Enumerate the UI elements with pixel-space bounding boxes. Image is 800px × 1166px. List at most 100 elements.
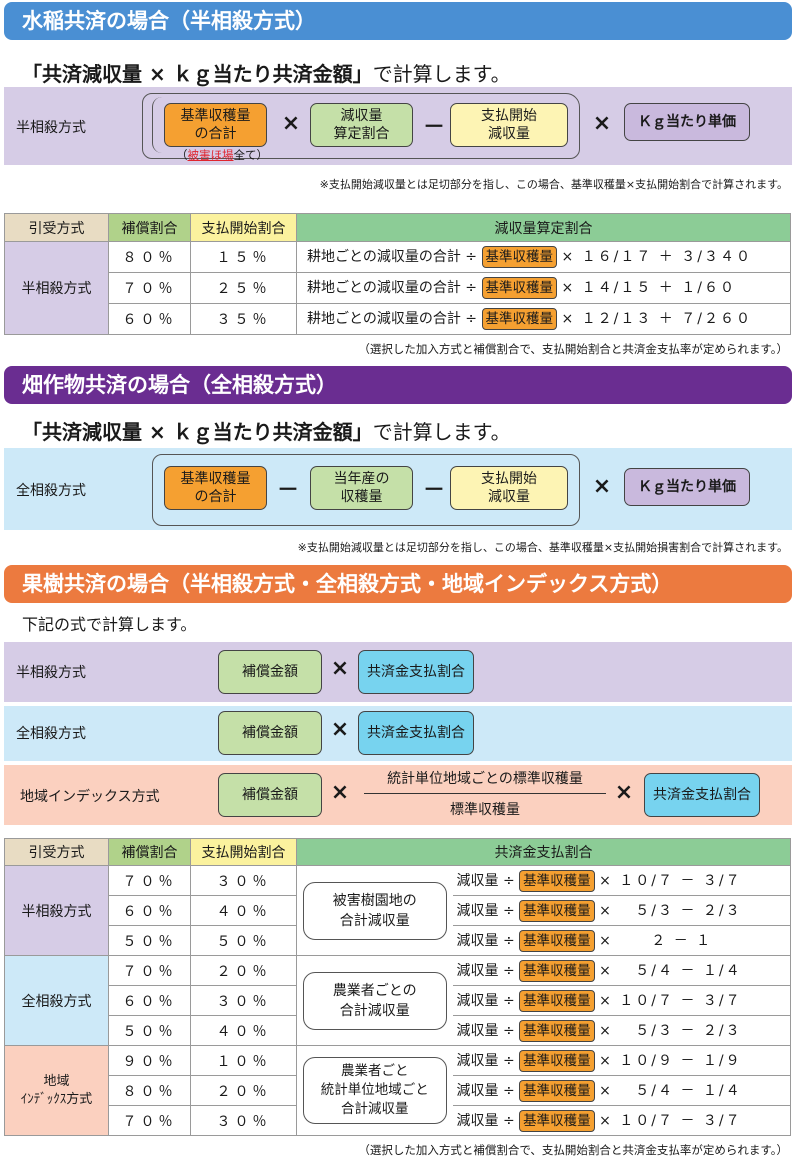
fruit-band-half-label: 半相殺方式 bbox=[16, 665, 86, 681]
fruit-method-full: 全相殺方式 bbox=[4, 955, 109, 1046]
table-row-formula: 減収量 ÷ 基準収穫量 × ２ － １ bbox=[452, 925, 791, 956]
field-minus-op-2: － bbox=[422, 478, 445, 503]
fruit-method-index: 地域 ｲﾝﾃﾞｯｸｽ方式 bbox=[4, 1045, 109, 1136]
field-minus-op-1: － bbox=[276, 478, 299, 503]
field-method-label: 全相殺方式 bbox=[16, 483, 86, 499]
table-cell: ６０％ bbox=[108, 303, 191, 335]
table-row-formula: 減収量 ÷ 基準収穫量 × １０/７ － ３/７ bbox=[452, 1105, 791, 1136]
table-cell: ３０％ bbox=[190, 1105, 297, 1136]
table-cell: ２０％ bbox=[190, 955, 297, 986]
fruit-band-half: 半相殺方式 補償金額 × 共済金支払割合 bbox=[4, 642, 792, 702]
table-cell: ７０％ bbox=[108, 1105, 191, 1136]
fruit-band-full-label: 全相殺方式 bbox=[16, 726, 86, 742]
field-formula-band: 全相殺方式 基準収穫量 の合計 － 当年産の 収穫量 － 支払開始 減収量 × … bbox=[4, 448, 792, 530]
table-cell: １０％ bbox=[190, 1045, 297, 1076]
table-cell: ３０％ bbox=[190, 985, 297, 1016]
fraction-denominator: 標準収穫量 bbox=[450, 802, 520, 818]
table-row-formula: 減収量 ÷ 基準収穫量 × ５/３ － ２/３ bbox=[452, 895, 791, 926]
fruit-desc-cell: 被害樹園地の 合計減収量 bbox=[296, 865, 453, 956]
fraction-line bbox=[364, 793, 606, 794]
table-cell: ２５％ bbox=[190, 272, 297, 304]
rice-section-header: 水稲共済の場合（半相殺方式） bbox=[4, 2, 792, 40]
rice-lead-normal: で計算します。 bbox=[372, 62, 511, 86]
rice-th-rate: 減収量算定割合 bbox=[296, 213, 791, 242]
fruit-th-rate: 共済金支払割合 bbox=[296, 838, 791, 866]
rice-table-footnote: （選択した加入方式と補償割合で、支払開始割合と共済金支払率が定められます。） bbox=[358, 342, 788, 356]
fruit-band-index-times-2: × bbox=[614, 780, 634, 805]
base-yield-tag: 基準収穫量 bbox=[481, 246, 557, 268]
table-cell: ９０％ bbox=[108, 1045, 191, 1076]
field-note: ※支払開始減収量とは足切部分を指し、この場合、基準収穫量×支払開始損害割合で計算… bbox=[297, 541, 788, 554]
base-yield-tag: 基準収穫量 bbox=[481, 308, 557, 330]
fruit-band-index-rate-box: 共済金支払割合 bbox=[644, 773, 760, 817]
rice-table: 引受方式 補償割合 支払開始割合 減収量算定割合 半相殺方式 ８０％ １５％ 耕… bbox=[4, 213, 791, 335]
fruit-desc-half: 被害樹園地の 合計減収量 bbox=[303, 881, 447, 940]
fruit-th-cover: 補償割合 bbox=[108, 838, 191, 866]
fruit-desc-index: 農業者ごと 統計単位地域ごと 合計減収量 bbox=[303, 1057, 447, 1124]
table-row-formula: 減収量 ÷ 基準収穫量 × １０/７ － ３/７ bbox=[452, 865, 791, 896]
table-cell: １５％ bbox=[190, 241, 297, 273]
rice-base-yield-note: （被害ほ場全て） bbox=[176, 148, 268, 162]
fruit-band-full: 全相殺方式 補償金額 × 共済金支払割合 bbox=[4, 706, 792, 761]
rice-price-box: Ｋｇ当たり単価 bbox=[624, 103, 750, 141]
fruit-band-index-times-1: × bbox=[330, 780, 350, 805]
fruit-table-footnote: （選択した加入方式と補償割合で、支払開始割合と共済金支払率が定められます。） bbox=[358, 1143, 788, 1157]
fraction-numerator: 統計単位地域ごとの標準収穫量 bbox=[387, 771, 583, 787]
table-cell: ７０％ bbox=[108, 955, 191, 986]
rice-note: ※支払開始減収量とは足切部分を指し、この場合、基準収穫量×支払開始割合で計算され… bbox=[319, 178, 788, 191]
fruit-desc-full: 農業者ごとの 合計減収量 bbox=[303, 971, 447, 1030]
rice-times-op-1: × bbox=[281, 111, 301, 136]
rice-start-reduction-box: 支払開始 減収量 bbox=[450, 103, 568, 147]
field-lead-normal: で計算します。 bbox=[372, 420, 511, 444]
table-cell: ３５％ bbox=[190, 303, 297, 335]
table-row-formula: 耕地ごとの減収量の合計 ÷ 基準収穫量 × １２/１３ ＋ ７/２６０ bbox=[296, 303, 791, 335]
rice-minus-op: － bbox=[422, 115, 445, 140]
rice-reduction-rate-box: 減収量 算定割合 bbox=[310, 103, 413, 147]
fruit-band-index-amount-box: 補償金額 bbox=[218, 773, 322, 817]
rice-th-cover: 補償割合 bbox=[108, 213, 191, 242]
field-start-reduction-box: 支払開始 減収量 bbox=[450, 466, 568, 510]
fruit-desc-cell: 農業者ごと 統計単位地域ごと 合計減収量 bbox=[296, 1045, 453, 1136]
field-lead-text: 「共済減収量 × ｋｇ当たり共済金額」で計算します。 bbox=[22, 416, 511, 445]
fruit-th-method: 引受方式 bbox=[4, 838, 109, 866]
table-row-formula: 減収量 ÷ 基準収穫量 × ５/４ － １/４ bbox=[452, 1075, 791, 1106]
table-cell: ６０％ bbox=[108, 985, 191, 1016]
fruit-band-half-rate-box: 共済金支払割合 bbox=[358, 650, 474, 694]
fruit-band-index-label: 地域インデックス方式 bbox=[20, 789, 160, 805]
field-current-yield-box: 当年産の 収穫量 bbox=[310, 466, 413, 510]
table-cell: ４０％ bbox=[190, 1015, 297, 1046]
rice-lead-bold: 「共済減収量 × ｋｇ当たり共済金額」 bbox=[22, 62, 373, 86]
rice-lead-text: 「共済減収量 × ｋｇ当たり共済金額」で計算します。 bbox=[22, 58, 511, 87]
table-cell: ４０％ bbox=[190, 895, 297, 926]
fruit-section-header: 果樹共済の場合（半相殺方式・全相殺方式・地域インデックス方式） bbox=[4, 565, 792, 603]
field-bracket bbox=[152, 454, 580, 526]
field-lead-bold: 「共済減収量 × ｋｇ当たり共済金額」 bbox=[22, 420, 373, 444]
table-cell: ７０％ bbox=[108, 865, 191, 896]
rice-formula-band: 半相殺方式 基準収穫量 の合計 （被害ほ場全て） × 減収量 算定割合 － 支払… bbox=[4, 87, 792, 165]
rice-note-red: 被害ほ場 bbox=[187, 148, 234, 162]
rice-method-cell: 半相殺方式 bbox=[4, 241, 109, 335]
table-row-formula: 耕地ごとの減収量の合計 ÷ 基準収穫量 × １６/１７ ＋ ３/３４０ bbox=[296, 241, 791, 273]
fruit-table: 引受方式 補償割合 支払開始割合 共済金支払割合 半相殺方式 ７０％ ３０％ 被… bbox=[4, 838, 791, 1136]
rice-inner-bracket bbox=[152, 97, 273, 153]
table-row-formula: 減収量 ÷ 基準収穫量 × ５/４ － １/４ bbox=[452, 955, 791, 986]
fruit-th-start: 支払開始割合 bbox=[190, 838, 297, 866]
fruit-lead-text: 下記の式で計算します。 bbox=[22, 615, 197, 634]
table-row-formula: 減収量 ÷ 基準収穫量 × １０/７ － ３/７ bbox=[452, 985, 791, 1016]
table-row-formula: 減収量 ÷ 基準収穫量 × ５/３ － ２/３ bbox=[452, 1015, 791, 1046]
fruit-band-full-rate-box: 共済金支払割合 bbox=[358, 711, 474, 755]
table-cell: ６０％ bbox=[108, 895, 191, 926]
table-cell: ２０％ bbox=[190, 1075, 297, 1106]
fruit-band-half-times: × bbox=[330, 656, 350, 681]
fruit-band-half-amount-box: 補償金額 bbox=[218, 650, 322, 694]
rice-times-op-2: × bbox=[592, 111, 612, 136]
rice-th-start: 支払開始割合 bbox=[190, 213, 297, 242]
table-row-formula: 耕地ごとの減収量の合計 ÷ 基準収穫量 × １４/１５ ＋ １/６０ bbox=[296, 272, 791, 304]
field-price-box: Ｋｇ当たり単価 bbox=[624, 468, 750, 506]
fruit-method-half: 半相殺方式 bbox=[4, 865, 109, 956]
table-cell: ７０％ bbox=[108, 272, 191, 304]
field-times-op: × bbox=[592, 474, 612, 499]
fruit-band-index: 地域インデックス方式 補償金額 × 統計単位地域ごとの標準収穫量 標準収穫量 ×… bbox=[4, 765, 792, 825]
table-cell: ８０％ bbox=[108, 241, 191, 273]
table-cell: ８０％ bbox=[108, 1075, 191, 1106]
